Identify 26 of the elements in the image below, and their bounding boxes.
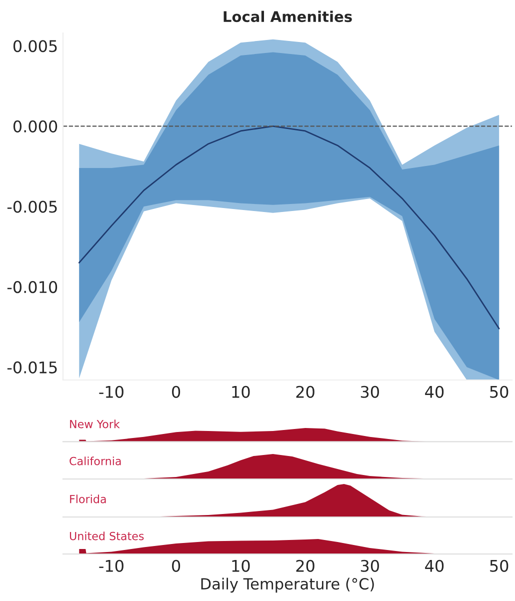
- x-tick-label: 0: [172, 386, 180, 398]
- y-tick-label: 0.005: [13, 40, 57, 52]
- x-tick-label: 50: [490, 560, 508, 572]
- x-tick-label: 40: [425, 386, 444, 398]
- line-series: [78, 125, 500, 330]
- y-tick-label: -0.015: [7, 361, 57, 374]
- x-tick-label: 40: [425, 560, 444, 572]
- x-tick-label: -10: [99, 386, 124, 398]
- x-tick-label: 20: [296, 560, 314, 572]
- x-tick-label: 10: [232, 386, 250, 398]
- chart-title: Local Amenities: [224, 10, 352, 22]
- x-tick-label: 30: [360, 560, 379, 572]
- y-tick-label: -0.005: [7, 200, 57, 213]
- x-axis-title: Daily Temperature (°C): [201, 578, 374, 593]
- chart-title: United States: [70, 532, 144, 540]
- chart-title: New York: [70, 420, 120, 428]
- y-tick-label: 0.000: [13, 120, 58, 132]
- x-tick-label: 50: [490, 386, 508, 398]
- y-tick-label: -0.010: [7, 281, 58, 294]
- x-tick-label: 0: [172, 560, 180, 572]
- x-tick-label: 20: [296, 386, 314, 398]
- x-tick-label: -10: [99, 560, 124, 572]
- x-tick-label: 30: [360, 386, 379, 398]
- text: Florida: [70, 494, 106, 504]
- chart-title: California: [70, 456, 121, 466]
- x-tick-label: 10: [232, 560, 250, 572]
